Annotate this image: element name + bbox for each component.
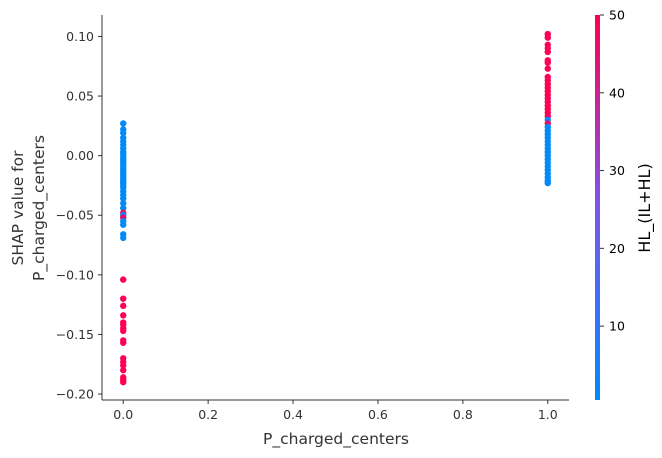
y-axis-ticks: 0.10 0.05 0.00 −0.05 −0.10 −0.15 −0.20: [56, 29, 102, 402]
colorbar-title: HL_(IL+HL): [635, 163, 655, 252]
data-point: [120, 362, 127, 369]
scatter-points: [120, 30, 551, 386]
y-tick-label: 0.00: [66, 148, 94, 163]
colorbar-tick-label: 50: [609, 8, 625, 23]
colorbar-tick-label: 40: [609, 85, 625, 100]
data-point: [544, 65, 551, 72]
plot-area: 0.0 0.2 0.4 0.6 0.8 1.0 0.10 0.05 0.00 −0.05 −0.1…: [56, 15, 569, 422]
y-axis-title-line-1: SHAP value for: [9, 150, 27, 266]
data-point: [120, 327, 127, 335]
data-point: [120, 221, 127, 228]
colorbar-gradient: [595, 15, 600, 400]
colorbar-ticks: 10 20 30 40 50: [600, 8, 625, 334]
data-point: [120, 204, 127, 212]
x-tick-label: 0.8: [453, 407, 473, 422]
data-point: [544, 48, 551, 56]
data-point: [120, 295, 127, 302]
data-point: [544, 179, 551, 187]
colorbar: 10 20 30 40 50 HL_(IL+HL): [595, 8, 655, 400]
data-point: [544, 34, 551, 41]
colorbar-tick-label: 20: [609, 241, 625, 256]
x-tick-label: 0.2: [198, 407, 218, 422]
colorbar-tick-label: 10: [609, 319, 625, 334]
x-tick-label: 1.0: [538, 407, 558, 422]
x-tick-label: 0.0: [113, 407, 133, 422]
data-point: [120, 195, 127, 202]
x-axis-title: P_charged_centers: [263, 430, 409, 449]
data-point: [120, 302, 127, 310]
data-point: [120, 312, 127, 319]
data-point: [120, 339, 127, 346]
data-point: [120, 276, 127, 283]
data-point: [120, 129, 127, 137]
y-tick-label: −0.15: [56, 327, 94, 342]
data-point: [120, 200, 127, 207]
data-point: [120, 378, 127, 386]
data-point: [120, 234, 127, 242]
colorbar-tick-label: 30: [609, 163, 625, 178]
data-point: [120, 120, 127, 127]
x-tick-label: 0.4: [283, 407, 303, 422]
y-tick-label: −0.05: [56, 208, 94, 223]
y-tick-label: 0.05: [66, 89, 94, 104]
y-tick-label: −0.10: [56, 267, 94, 282]
y-tick-label: 0.10: [66, 29, 94, 44]
data-point: [544, 59, 551, 66]
y-tick-label: −0.20: [56, 387, 94, 402]
x-tick-label: 0.6: [368, 407, 388, 422]
y-axis-title-line-2: P_charged_centers: [30, 135, 49, 281]
data-point: [120, 367, 127, 374]
x-axis-ticks: 0.0 0.2 0.4 0.6 0.8 1.0: [113, 400, 558, 422]
